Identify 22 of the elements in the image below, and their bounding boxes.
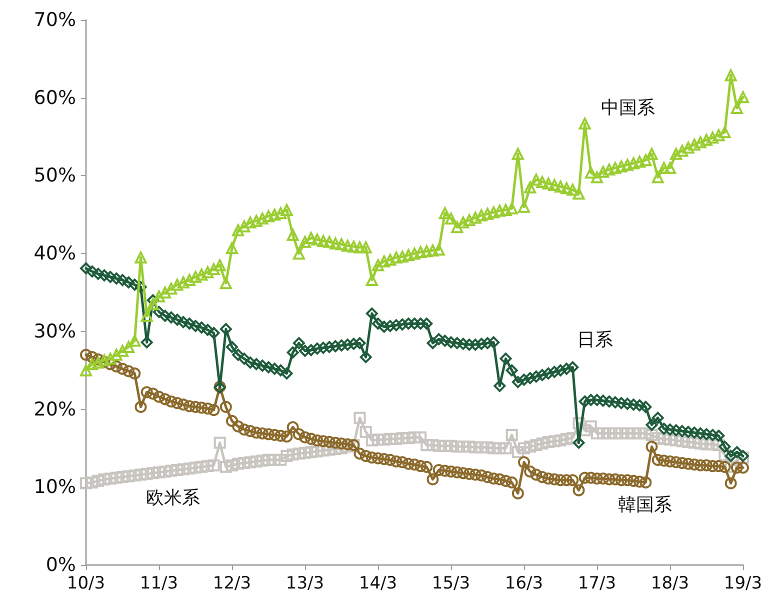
y-tick-label: 60% [34,86,76,109]
y-tick-label: 0% [46,554,76,576]
y-tick-label: 10% [34,476,76,498]
series-label: 韓国系 [618,494,672,516]
x-tick-label: 14/3 [358,574,398,594]
y-tick-label: 40% [34,242,76,265]
series-label: 欧米系 [146,488,200,508]
y-tick-label: 20% [34,398,76,420]
x-tick-label: 16/3 [504,574,544,594]
x-tick-label: 13/3 [286,574,324,594]
y-tick-label: 50% [34,164,76,187]
x-tick-label: 17/3 [578,574,616,594]
y-tick-label: 30% [34,320,76,342]
x-tick-label: 11/3 [140,574,178,594]
x-tick-label: 12/3 [212,574,252,594]
series-label: 日系 [577,330,613,350]
y-tick-label: 70% [34,9,76,31]
x-tick-label: 15/3 [432,574,470,594]
series-label: 中国系 [601,98,655,118]
x-tick-label: 19/3 [724,574,762,594]
x-tick-label: 10/3 [66,574,106,594]
x-tick-label: 18/3 [650,574,690,594]
